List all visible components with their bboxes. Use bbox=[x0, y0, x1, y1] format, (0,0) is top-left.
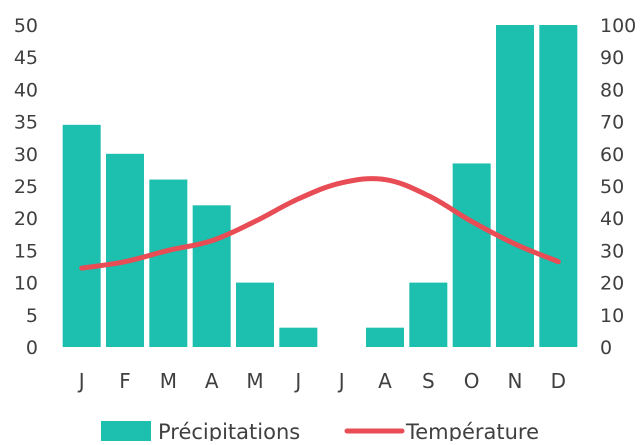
y-left-tick-label: 50 bbox=[14, 15, 38, 37]
y-right-tick-label: 20 bbox=[600, 273, 624, 295]
y-right-tick-label: 10 bbox=[600, 305, 624, 327]
x-tick-label: A bbox=[378, 369, 392, 393]
y-right-tick-label: 100 bbox=[600, 15, 636, 37]
x-tick-label: A bbox=[205, 369, 219, 393]
x-tick-label: J bbox=[77, 369, 85, 393]
x-tick-label: F bbox=[119, 369, 131, 393]
y-left-tick-label: 45 bbox=[14, 47, 38, 69]
y-left-tick-label: 40 bbox=[14, 79, 38, 101]
line-temperature bbox=[79, 176, 561, 271]
left-axis: 0 5 10 15 20 25 30 35 40 45 50 bbox=[14, 15, 38, 359]
bar-precipitations-0 bbox=[62, 124, 101, 347]
y-left-tick-label: 10 bbox=[14, 273, 38, 295]
bar-precipitations-4 bbox=[236, 282, 274, 347]
bar-precipitations-11 bbox=[539, 25, 578, 347]
y-right-tick-label: 30 bbox=[600, 240, 624, 262]
y-left-tick-label: 35 bbox=[14, 112, 38, 134]
x-tick-label: J bbox=[293, 369, 301, 393]
y-right-tick-label: 50 bbox=[600, 176, 624, 198]
bar-precipitations-5 bbox=[279, 327, 318, 347]
y-right-tick-label: 70 bbox=[600, 112, 624, 134]
y-right-tick-label: 80 bbox=[600, 79, 624, 101]
x-tick-label: J bbox=[337, 369, 345, 393]
x-tick-label: M bbox=[160, 369, 177, 393]
y-left-tick-label: 30 bbox=[14, 144, 38, 166]
x-tick-label: O bbox=[464, 369, 480, 393]
bar-precipitations-7 bbox=[366, 327, 404, 347]
x-tick-label: N bbox=[508, 369, 523, 393]
y-left-tick-label: 20 bbox=[14, 208, 38, 230]
bars-layer bbox=[62, 25, 578, 347]
line-layer bbox=[79, 176, 561, 271]
bar-precipitations-10 bbox=[496, 25, 534, 347]
y-right-tick-label: 0 bbox=[600, 337, 612, 359]
legend-label-temperature: Température bbox=[405, 420, 539, 441]
legend-swatch-precipitations bbox=[101, 421, 151, 441]
y-left-tick-label: 25 bbox=[14, 176, 38, 198]
bar-precipitations-1 bbox=[106, 153, 144, 347]
bar-precipitations-9 bbox=[452, 163, 491, 347]
y-right-tick-label: 40 bbox=[600, 208, 624, 230]
right-axis: 0 10 20 30 40 50 60 70 80 90 100 bbox=[600, 15, 636, 359]
bar-precipitations-2 bbox=[149, 179, 188, 347]
y-left-tick-label: 0 bbox=[26, 337, 38, 359]
bar-precipitations-8 bbox=[409, 282, 448, 347]
x-tick-label: M bbox=[246, 369, 263, 393]
x-tick-label: S bbox=[422, 369, 435, 393]
bar-precipitations-3 bbox=[192, 205, 231, 347]
y-right-tick-label: 60 bbox=[600, 144, 624, 166]
y-right-tick-label: 90 bbox=[600, 47, 624, 69]
legend: Précipitations Température bbox=[101, 420, 539, 444]
x-tick-label: D bbox=[551, 369, 566, 393]
y-left-tick-label: 15 bbox=[14, 240, 38, 262]
y-left-tick-label: 5 bbox=[26, 305, 38, 327]
legend-label-precipitations: Précipitations bbox=[158, 420, 300, 441]
